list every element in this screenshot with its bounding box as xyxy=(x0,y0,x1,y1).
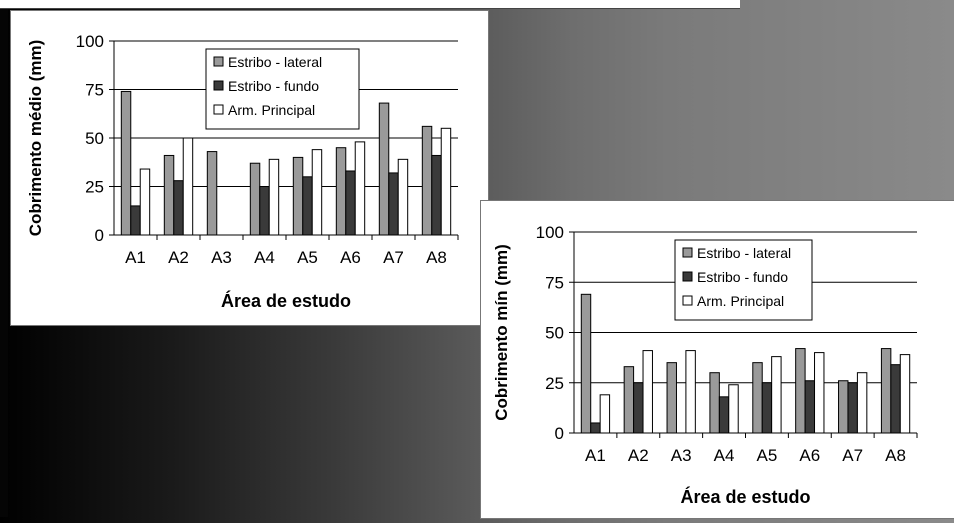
medio-xtick-label: A3 xyxy=(211,248,232,267)
min-legend-swatch xyxy=(682,247,693,258)
min-bar xyxy=(685,350,696,434)
min-xtick-label: A5 xyxy=(757,446,778,465)
min-bar xyxy=(795,348,806,434)
min-xtick-label: A8 xyxy=(885,446,906,465)
medio-bar xyxy=(335,147,347,236)
medio-ytick-label: 25 xyxy=(85,178,104,197)
medio-xtick-label: A8 xyxy=(426,248,447,267)
min-legend-label: Estribo - fundo xyxy=(697,269,788,285)
min-xlabel: Área de estudo xyxy=(680,486,810,507)
min-bar xyxy=(856,372,868,434)
min-bar xyxy=(599,394,611,434)
medio-xtick-label: A7 xyxy=(383,248,404,267)
medio-bar xyxy=(120,90,132,236)
medio-ytick-label: 75 xyxy=(85,81,104,100)
min-bar xyxy=(761,382,773,434)
medio-bar xyxy=(139,168,151,236)
medio-bar xyxy=(182,137,194,236)
min-ytick-label: 0 xyxy=(555,424,564,443)
medio-bar xyxy=(130,205,141,236)
min-ylabel: Cobrimento mín (mm) xyxy=(492,244,511,421)
medio-bar xyxy=(163,154,175,236)
medio-bar xyxy=(249,162,261,236)
min-bar xyxy=(771,356,782,434)
min-ytick-label: 100 xyxy=(536,223,564,242)
min-legend-swatch xyxy=(682,271,693,282)
medio-bar xyxy=(431,154,442,236)
chart-medio: 0 25 50 75 100 A1 A2 A3 A4 A5 A6 A7 A8 Cobrimento méd… xyxy=(26,32,459,311)
min-bar xyxy=(804,380,816,434)
min-bar xyxy=(847,382,858,434)
min-bar xyxy=(890,364,901,434)
chart-panel-medio: 0 25 50 75 100 A1 A2 A3 A4 A5 A6 A7 A8 Cobrimento méd… xyxy=(10,10,489,326)
min-ytick-label: 25 xyxy=(545,374,564,393)
min-bar xyxy=(752,362,763,434)
medio-bar xyxy=(440,127,452,236)
min-xtick-label: A2 xyxy=(628,446,649,465)
min-bar xyxy=(838,380,849,434)
min-bar xyxy=(642,350,653,434)
medio-xtick-label: A6 xyxy=(340,248,361,267)
min-bar xyxy=(728,384,739,434)
min-xtick-label: A7 xyxy=(842,446,863,465)
medio-bar xyxy=(268,158,280,236)
background-edge xyxy=(0,0,8,517)
medio-bar xyxy=(206,151,218,236)
medio-legend-label: Arm. Principal xyxy=(228,102,315,118)
medio-ylabel: Cobrimento médio (mm) xyxy=(26,40,45,236)
medio-bar xyxy=(378,102,390,236)
medio-bar xyxy=(173,180,184,236)
medio-legend-swatch xyxy=(213,56,224,67)
min-bar xyxy=(580,293,592,434)
min-bar xyxy=(633,382,644,434)
medio-xtick-label: A2 xyxy=(168,248,189,267)
min-xtick-label: A4 xyxy=(714,446,735,465)
medio-bar xyxy=(345,170,356,236)
min-legend-swatch xyxy=(682,295,693,306)
min-bar xyxy=(623,366,635,434)
min-bar xyxy=(709,372,720,434)
min-bar xyxy=(814,352,825,434)
medio-bar xyxy=(259,186,270,236)
medio-bar xyxy=(421,125,433,236)
medio-bar xyxy=(397,158,409,236)
medio-xtick-label: A5 xyxy=(297,248,318,267)
medio-bar xyxy=(354,141,366,236)
medio-legend-box xyxy=(205,48,360,130)
medio-xtick-label: A1 xyxy=(125,248,146,267)
medio-bar xyxy=(302,176,313,236)
min-xtick-label: A6 xyxy=(799,446,820,465)
medio-legend-swatch xyxy=(213,80,224,91)
min-ytick-label: 75 xyxy=(545,273,564,292)
min-bar xyxy=(880,348,892,434)
medio-ytick-label: 0 xyxy=(95,226,104,245)
min-legend-label: Estribo - lateral xyxy=(697,245,791,261)
medio-legend-label: Estribo - lateral xyxy=(228,54,322,70)
min-legend-box xyxy=(674,239,813,321)
chart-panel-min: 0 25 50 75 100 A1 A2 A3 A4 A5 A6 A7 A8 Cobrimento mín… xyxy=(480,200,954,519)
background-strip xyxy=(0,0,740,9)
medio-bar xyxy=(388,172,399,236)
medio-bar xyxy=(292,156,304,236)
medio-xtick-label: A4 xyxy=(254,248,275,267)
min-xtick-label: A3 xyxy=(671,446,692,465)
min-bar xyxy=(590,422,601,434)
min-bar xyxy=(666,362,677,434)
medio-legend-label: Estribo - fundo xyxy=(228,78,319,94)
min-legend-label: Arm. Principal xyxy=(697,293,784,309)
min-xtick-label: A1 xyxy=(585,446,606,465)
medio-bar xyxy=(311,149,323,236)
medio-legend-swatch xyxy=(213,104,224,115)
medio-ytick-label: 100 xyxy=(76,32,104,51)
medio-ytick-label: 50 xyxy=(85,129,104,148)
min-bar xyxy=(899,354,911,434)
medio-xlabel: Área de estudo xyxy=(221,290,351,311)
chart-min: 0 25 50 75 100 A1 A2 A3 A4 A5 A6 A7 A8 Cobrimento mín… xyxy=(492,223,918,507)
min-ytick-label: 50 xyxy=(545,324,564,343)
min-bar xyxy=(718,396,730,434)
